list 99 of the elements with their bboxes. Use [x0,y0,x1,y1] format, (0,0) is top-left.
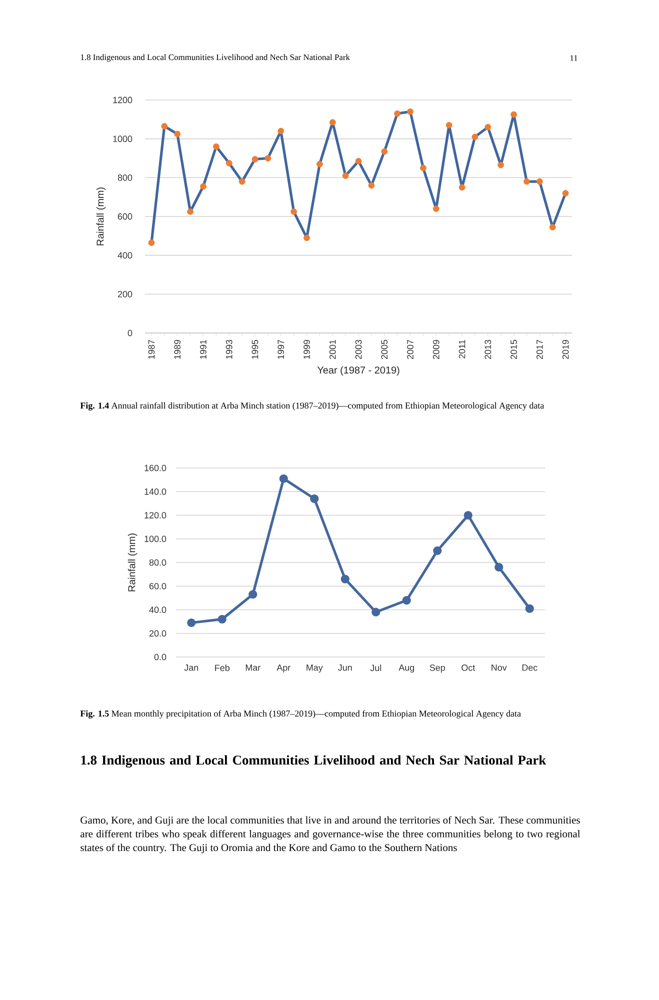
point [524,178,530,185]
x-tick-label: 2015 [510,340,517,360]
x-tick-label: 1993 [226,340,232,359]
point [329,119,336,126]
y-axis-title: Rainfall (mm) [96,188,106,246]
x-tick-label: 1989 [174,340,181,359]
x-tick-label: 2011 [458,340,466,358]
text: 1.8 Indigenous and Local Communities Livelihood and Nech Sar National Park [81,755,546,768]
text: 11 [570,55,578,61]
y-tick-label: 40.0 [149,606,166,613]
x-tick-label: Mar [246,664,260,671]
y-tick-label: 600 [118,213,132,220]
y-tick-label: 800 [118,174,132,181]
x-tick-label: Oct [462,664,476,671]
y-tick-label: 1200 [113,96,132,104]
point [433,546,442,555]
x-tick-label: Aug [398,664,414,673]
point [549,224,556,230]
point [368,182,375,189]
x-tick-label: 2017 [536,340,543,360]
x-tick-label: Sep [430,664,445,673]
x-tick-label: 1999 [304,340,310,359]
point [279,474,288,483]
point [161,123,168,130]
y-tick-label: 80.0 [149,559,166,566]
point [226,160,232,166]
point [290,208,298,215]
y-tick-label: 100.0 [144,536,166,542]
x-tick-label: 1991 [200,340,206,359]
y-tick-label: 1000 [113,136,132,142]
y-tick-label: 160.0 [144,464,166,472]
text: 1.8 Indigenous and Local Communities Livelihood and Nech Sar National Park [80,54,350,62]
point [218,614,226,624]
y-tick-label: 0 [128,330,132,336]
point [372,608,380,616]
point [355,158,362,164]
x-tick-label: 1987 [148,340,155,359]
x-tick-label: May [306,664,323,673]
point [342,172,349,179]
point [432,206,440,212]
point [340,574,350,584]
x-tick-label: Apr [276,664,290,673]
x-tick-label: Jun [338,664,352,671]
x-tick-label: 2007 [407,340,414,360]
point [248,590,258,599]
point [407,108,414,115]
x-tick-label: 2003 [355,340,362,360]
point [484,124,492,130]
point [252,156,258,162]
y-tick-label: 20.0 [149,630,166,637]
text: Fig. 1.4 Annual rainfall distribution at Arba Minch station (1987–2019)—computed from Ethiopian Meteorological Agency data [80,402,544,410]
y-tick-label: 140.0 [144,488,166,495]
point [458,184,466,191]
point [238,178,246,185]
point [264,155,272,162]
x-tick-label: 2001 [329,340,336,360]
point [148,240,155,246]
y-tick-label: 120.0 [144,512,166,518]
x-tick-label: 2019 [562,340,569,360]
point [494,562,504,572]
point [212,143,220,150]
x-axis-title: Year (1987 - 2019) [317,366,400,376]
point [402,596,411,605]
point [536,178,543,185]
point [304,234,310,242]
text: Fig. 1.5 Mean monthly precipitation of Arba Minch (1987–2019)—computed from Ethiopian Meteorological Agency data [80,710,521,718]
point [420,164,426,172]
x-tick-label: 1997 [278,340,284,359]
x-tick-label: Dec [522,664,538,671]
y-tick-label: 0.0 [154,654,166,660]
point [187,208,194,215]
y-tick-label: 400 [118,252,132,259]
point [278,128,284,134]
point [510,111,517,118]
point [187,618,196,628]
y-axis-title: Rainfall (mm) [128,534,138,592]
y-tick-label: 60.0 [149,582,166,590]
point [174,130,181,138]
x-tick-label: Nov [492,664,507,671]
x-tick-label: 2009 [432,340,440,360]
x-tick-label: Jul [370,664,382,672]
x-tick-label: Jan [184,664,198,671]
y-tick-label: 200 [118,290,132,298]
point [472,134,478,140]
point [562,190,569,196]
point [525,604,534,613]
x-tick-label: Feb [215,664,230,672]
point [498,162,504,168]
point [446,122,452,128]
point [200,183,206,190]
text: Gamo, Kore, and Guji are the local communities that live in and around the territories of Nech Sar. These communities are different tribes who speak different languages and governance-wise the three communities belong to two regional states of the country. The Guji to Oromia and the Kore and Gamo to the Southern Nations [80,816,580,854]
point [381,148,388,155]
point [394,110,401,117]
x-tick-label: 2013 [484,340,492,360]
x-tick-label: 2005 [381,340,388,360]
point [316,160,323,168]
point [464,510,472,520]
point [310,494,319,504]
x-tick-label: 1995 [252,340,258,359]
